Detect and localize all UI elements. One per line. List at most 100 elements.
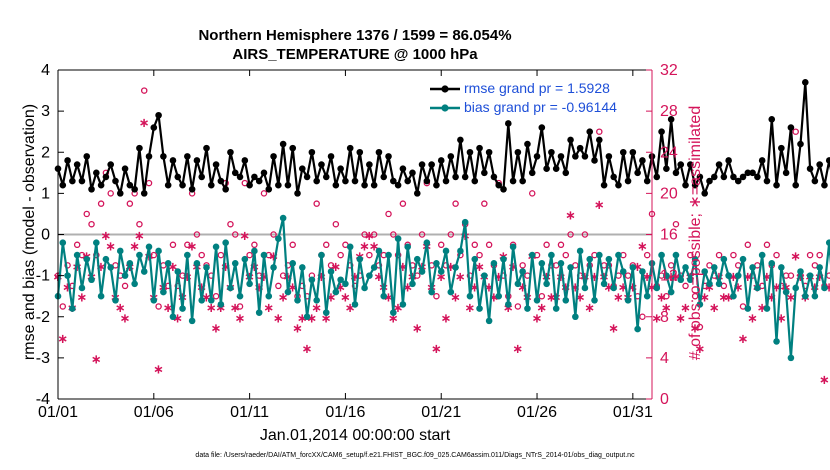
bias-point	[710, 264, 718, 271]
assimilated-obs-point: ∗	[211, 322, 222, 337]
assimilated-obs-point: ∗	[364, 229, 375, 244]
assimilated-obs-point: ∗	[508, 260, 519, 275]
rmse-point	[576, 144, 584, 152]
legend-rmse-label: rmse grand pr = 1.5928	[464, 80, 610, 96]
bias-point	[485, 317, 493, 325]
rmse-point	[715, 161, 723, 168]
rmse-point	[643, 177, 651, 185]
rmse-point	[519, 177, 526, 185]
possible-obs-point	[485, 241, 493, 249]
bias-point	[552, 305, 560, 312]
assimilated-obs-point: ∗	[469, 280, 480, 295]
bias-point	[409, 280, 416, 288]
bias-point	[160, 288, 167, 296]
possible-obs-point	[193, 231, 201, 238]
rmse-point	[69, 177, 76, 185]
assimilated-obs-point: ∗	[503, 301, 514, 316]
possible-obs-point	[806, 251, 814, 259]
possible-obs-point	[816, 251, 823, 259]
assimilated-obs-point: ∗	[450, 291, 461, 306]
possible-obs-point	[73, 241, 81, 249]
rmse-point	[710, 173, 718, 181]
possible-obs-point	[433, 292, 440, 300]
rmse-point	[634, 169, 641, 177]
bias-point	[366, 272, 373, 279]
bias-point	[533, 297, 541, 304]
rmse-point	[73, 161, 81, 168]
assimilated-obs-point: ∗	[311, 301, 322, 316]
rmse-point	[275, 181, 282, 189]
bias-point	[299, 264, 306, 271]
rmse-point	[682, 181, 689, 189]
rmse-point	[461, 173, 469, 181]
rmse-point	[174, 173, 182, 181]
rmse-point	[136, 144, 143, 152]
rmse-point	[816, 161, 823, 168]
rmse-point	[763, 177, 771, 185]
y2-tick-label: 4	[660, 350, 669, 367]
rmse-point	[701, 190, 708, 197]
x-axis-label: Jan.01,2014 00:00:00 start	[259, 427, 451, 444]
possible-obs-point	[370, 231, 378, 238]
assimilated-obs-point: ∗	[431, 342, 442, 357]
assimilated-obs-point: ∗	[493, 270, 504, 285]
rmse-point	[706, 177, 713, 185]
data-file-footnote: data file: /Users/raeder/DAI/ATM_forcXX/…	[195, 452, 635, 459]
assimilated-obs-point: ∗	[766, 291, 777, 306]
assimilated-obs-point: ∗	[618, 280, 629, 295]
bias-point	[744, 305, 752, 312]
bias-point	[145, 243, 153, 251]
possible-obs-point	[361, 231, 368, 238]
rmse-point	[193, 157, 201, 164]
possible-obs-point	[528, 190, 536, 197]
assimilated-obs-point: ∗	[661, 301, 672, 316]
bias-point	[825, 239, 830, 247]
assimilated-obs-point: ∗	[575, 291, 586, 306]
rmse-point	[509, 177, 517, 185]
bias-point	[428, 288, 435, 296]
bias-point	[140, 268, 148, 275]
possible-obs-point	[150, 251, 158, 259]
bias-point	[212, 243, 220, 251]
rmse-point	[313, 177, 320, 185]
bias-point	[236, 292, 244, 300]
bias-point	[207, 297, 215, 304]
rmse-point	[308, 148, 316, 156]
rmse-point	[318, 161, 325, 168]
rmse-point	[806, 165, 814, 172]
bias-point	[720, 255, 728, 263]
assimilated-obs-point: ∗	[579, 270, 590, 285]
bias-point	[509, 243, 517, 251]
possible-obs-point	[471, 241, 479, 249]
rmse-point	[112, 177, 119, 185]
rmse-point	[356, 148, 364, 156]
rmse-point	[337, 165, 344, 172]
rmse-point	[495, 181, 503, 189]
x-tick-label: 01/01	[38, 404, 78, 421]
assimilated-obs-point: ∗	[436, 270, 447, 285]
bias-point	[442, 247, 450, 255]
bias-point	[504, 301, 512, 308]
rmse-point	[203, 144, 210, 152]
assimilated-obs-point: ∗	[814, 270, 825, 285]
assimilated-obs-point: ∗	[287, 280, 298, 295]
rmse-point	[116, 190, 124, 197]
rmse-point	[428, 161, 435, 168]
bias-point	[394, 235, 402, 242]
possible-obs-point	[687, 251, 694, 259]
assimilated-obs-point: ∗	[488, 291, 499, 306]
rmse-point	[212, 161, 220, 168]
bias-point	[303, 313, 311, 321]
possible-obs-point	[121, 282, 129, 290]
assimilated-obs-point: ∗	[306, 311, 317, 326]
bias-point	[404, 243, 411, 251]
bias-point	[461, 218, 469, 226]
rmse-point	[121, 165, 129, 172]
rmse-point	[552, 165, 560, 172]
bias-point	[361, 284, 368, 292]
rmse-point	[514, 148, 522, 156]
rmse-point	[605, 153, 613, 160]
rmse-point	[471, 177, 479, 185]
y2-tick-label: 0	[660, 391, 669, 408]
